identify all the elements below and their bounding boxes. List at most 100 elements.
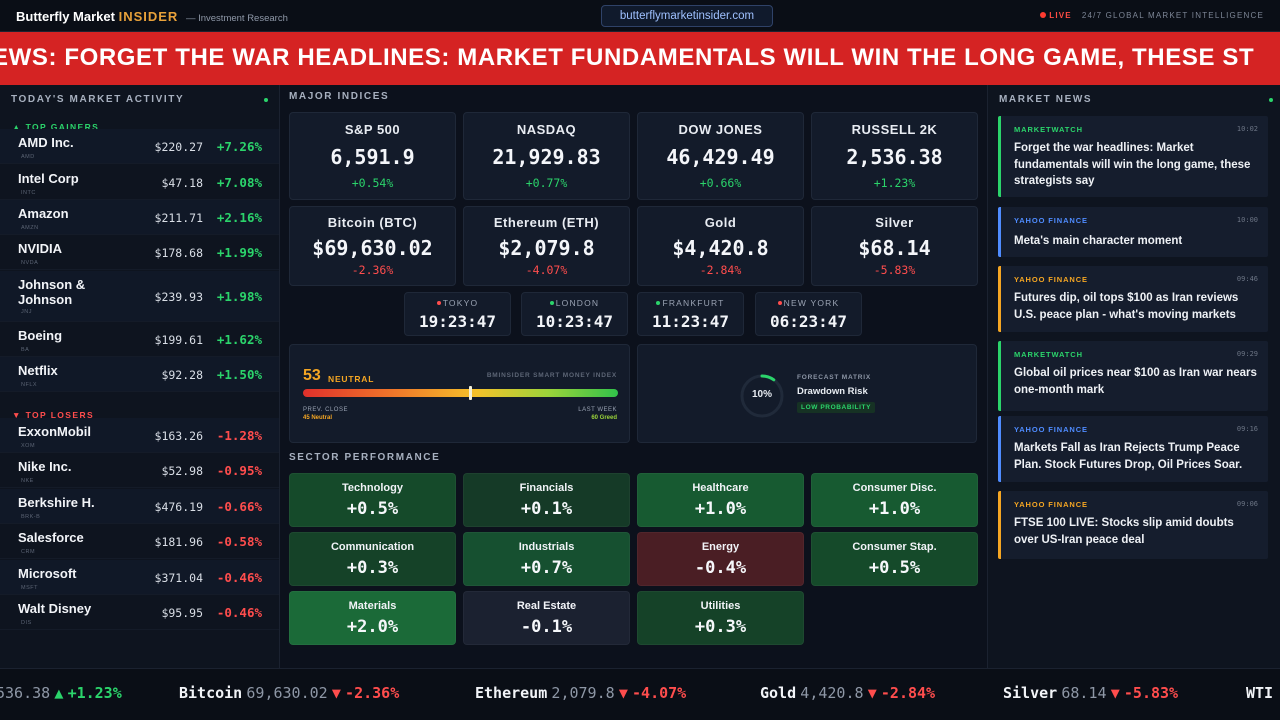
- index-name: RUSSELL 2K: [851, 122, 938, 137]
- brand-highlight: INSIDER: [118, 9, 179, 24]
- sector-tile[interactable]: Industrials +0.7%: [463, 532, 630, 586]
- smart-money-label: NEUTRAL: [328, 374, 375, 384]
- sector-tile[interactable]: Communication +0.3%: [289, 532, 456, 586]
- sector-value: +1.0%: [694, 499, 747, 519]
- sector-tile[interactable]: Financials +0.1%: [463, 473, 630, 527]
- news-item[interactable]: YAHOO FINANCE 10:00 Meta's main character …: [998, 207, 1268, 257]
- clock-city: NEW YORK: [756, 298, 861, 308]
- sector-tile[interactable]: Materials +2.0%: [289, 591, 456, 645]
- smart-money-card[interactable]: 53 NEUTRAL BMINSIDER SMART MONEY INDEX P…: [289, 344, 630, 443]
- index-card[interactable]: Ethereum (ETH) $2,079.8 -4.07%: [463, 206, 630, 286]
- sector-value: +0.3%: [346, 558, 399, 578]
- index-card[interactable]: Gold $4,420.8 -2.84%: [637, 206, 804, 286]
- sector-name: Real Estate: [516, 600, 577, 612]
- news-headline: Markets Fall as Iran Rejects Trump Peace…: [1014, 442, 1243, 471]
- clock-time: 19:23:47: [418, 312, 497, 331]
- clock-city-name: NEW YORK: [783, 298, 840, 308]
- stock-change: -0.58%: [216, 534, 262, 549]
- news-source: YAHOO FINANCE: [1014, 425, 1088, 434]
- news-item[interactable]: YAHOO FINANCE 09:46 Futures dip, oil tops …: [998, 266, 1268, 332]
- stock-row[interactable]: Nike Inc. NKE $52.98 -0.95%: [0, 453, 279, 488]
- sector-tile[interactable]: Technology +0.5%: [289, 473, 456, 527]
- stock-price: $199.61: [154, 333, 203, 347]
- news-headline: FTSE 100 LIVE: Stocks slip amid doubts o…: [1014, 517, 1234, 546]
- stock-row[interactable]: NVIDIA NVDA $178.68 +1.99%: [0, 235, 279, 270]
- index-change: +0.54%: [351, 176, 394, 190]
- stock-name: Walt Disney: [18, 601, 92, 616]
- brand-logo[interactable]: Butterfly Market INSIDER — Investment Re…: [16, 9, 288, 24]
- sector-tile[interactable]: Utilities +0.3%: [637, 591, 804, 645]
- world-clock: TOKYO 19:23:47: [404, 292, 511, 336]
- sector-tile[interactable]: Healthcare +1.0%: [637, 473, 804, 527]
- stock-ticker: AMZN: [21, 225, 39, 231]
- price-ticker: 536.38 ▲ +1.23% Bitcoin 69,630.02 ▼ -2.36…: [0, 668, 1280, 720]
- sector-performance-title: SECTOR PERFORMANCE: [289, 452, 441, 463]
- drawdown-percent: 10%: [751, 389, 772, 400]
- breaking-news-banner[interactable]: EWS: FORGET THE WAR HEADLINES: MARKET FU…: [0, 32, 1280, 85]
- stock-row[interactable]: Berkshire H. BRK-B $476.19 -0.66%: [0, 489, 279, 524]
- stock-row[interactable]: Amazon AMZN $211.71 +2.16%: [0, 200, 279, 235]
- sector-tile[interactable]: Energy -0.4%: [637, 532, 804, 586]
- stock-row[interactable]: ExxonMobil XOM $163.26 -1.28%: [0, 418, 279, 453]
- ticker-name: Silver: [1003, 684, 1058, 702]
- main-panel: MAJOR INDICES S&P 500 6,591.9 +0.54% NASDAQ…: [281, 85, 986, 668]
- stock-row[interactable]: Netflix NFLX $92.28 +1.50%: [0, 357, 279, 392]
- stock-row[interactable]: AMD Inc. AMD $220.27 +7.26%: [0, 129, 279, 164]
- sector-tile[interactable]: Consumer Disc. +1.0%: [811, 473, 978, 527]
- index-card[interactable]: Bitcoin (BTC) $69,630.02 -2.36%: [289, 206, 456, 286]
- sector-value: +0.5%: [346, 499, 399, 519]
- ticker-change: -2.84%: [880, 684, 936, 702]
- news-item[interactable]: YAHOO FINANCE 09:06 FTSE 100 LIVE: Stocks …: [998, 491, 1268, 559]
- stock-price: $178.68: [154, 246, 203, 260]
- stock-row[interactable]: Salesforce CRM $181.96 -0.58%: [0, 524, 279, 559]
- clock-status-dot-icon: [656, 301, 661, 305]
- news-item[interactable]: MARKETWATCH 10:02 Forget the war headlines…: [998, 116, 1268, 197]
- clock-status-dot-icon: [777, 301, 782, 305]
- ticker-change: +1.23%: [67, 684, 122, 702]
- sector-tile[interactable]: Consumer Stap. +0.5%: [811, 532, 978, 586]
- ticker-item[interactable]: Gold 4,420.8 ▼ -2.84%: [760, 684, 935, 702]
- stock-row[interactable]: Boeing BA $199.61 +1.62%: [0, 322, 279, 357]
- ticker-item[interactable]: Silver 68.14 ▼ -5.83%: [1003, 684, 1178, 702]
- index-card[interactable]: DOW JONES 46,429.49 +0.66%: [637, 112, 804, 200]
- forecast-card[interactable]: 10% FORECAST MATRIX Drawdown Risk LOW PR…: [637, 344, 977, 443]
- stock-row[interactable]: Microsoft MSFT $371.04 -0.46%: [0, 560, 279, 595]
- stock-ticker: BA: [21, 347, 30, 353]
- index-card[interactable]: NASDAQ 21,929.83 +0.77%: [463, 112, 630, 200]
- stock-name: Intel Corp: [18, 171, 79, 186]
- market-news-panel: MARKET NEWS MARKETWATCH 10:02 Forget the w…: [987, 85, 1280, 668]
- stock-row[interactable]: Johnson & Johnson JNJ $239.93 +1.98%: [0, 271, 279, 322]
- ticker-item[interactable]: Ethereum 2,079.8 ▼ -4.07%: [475, 684, 686, 702]
- sector-value: +0.3%: [694, 617, 747, 637]
- stock-row[interactable]: Walt Disney DIS $95.95 -0.46%: [0, 595, 279, 630]
- index-card[interactable]: RUSSELL 2K 2,536.38 +1.23%: [811, 112, 978, 200]
- sector-name: Energy: [701, 541, 740, 553]
- index-name: Ethereum (ETH): [493, 215, 600, 230]
- ticker-item[interactable]: 536.38 ▲ +1.23%: [0, 684, 122, 702]
- sector-name: Financials: [519, 482, 574, 494]
- index-change: +1.23%: [873, 176, 916, 190]
- clock-city: FRANKFURT: [638, 298, 743, 308]
- index-card[interactable]: S&P 500 6,591.9 +0.54%: [289, 112, 456, 200]
- index-name: Silver: [875, 215, 914, 230]
- sector-value: +2.0%: [346, 617, 399, 637]
- index-card[interactable]: Silver $68.14 -5.83%: [811, 206, 978, 286]
- stock-row[interactable]: Intel Corp INTC $47.18 +7.08%: [0, 165, 279, 200]
- stock-price: $181.96: [154, 535, 203, 549]
- sentiment-marker: [468, 386, 472, 400]
- ticker-item[interactable]: Bitcoin 69,630.02 ▼ -2.36%: [179, 684, 399, 702]
- stock-change: -0.66%: [216, 499, 262, 514]
- ticker-name: WTI: [1246, 684, 1274, 702]
- ticker-change: -2.36%: [345, 684, 400, 702]
- index-value: 21,929.83: [492, 145, 601, 169]
- ticker-price: 4,420.8: [800, 684, 864, 702]
- ticker-item[interactable]: WTI: [1246, 684, 1273, 702]
- sentiment-gauge-bar: [303, 389, 618, 397]
- clock-time: 10:23:47: [535, 312, 614, 331]
- news-item[interactable]: YAHOO FINANCE 09:16 Markets Fall as Iran R…: [998, 416, 1268, 482]
- sector-tile[interactable]: Real Estate -0.1%: [463, 591, 630, 645]
- news-item[interactable]: MARKETWATCH 09:29 Global oil prices near $…: [998, 341, 1268, 411]
- site-url-link[interactable]: butterflymarketinsider.com: [601, 5, 773, 27]
- stock-name: Microsoft: [18, 566, 77, 581]
- news-source: YAHOO FINANCE: [1014, 500, 1088, 509]
